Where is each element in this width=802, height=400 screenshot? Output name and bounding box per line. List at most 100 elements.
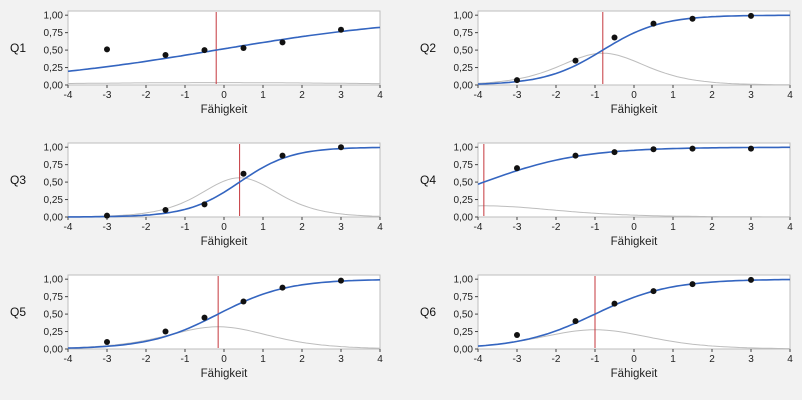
x-tick-label: -3 <box>513 354 522 365</box>
plot-frame <box>477 10 791 86</box>
data-point <box>572 57 579 64</box>
x-tick-label: 4 <box>377 222 383 233</box>
x-tick-label: -4 <box>474 222 483 233</box>
panel-q6: Q6 -4 -3 -2 -1 0 1 2 3 4 0,00 0,25 0,50 0,75 1,00 Fähi… <box>416 270 796 388</box>
x-tick-label: -3 <box>103 90 112 101</box>
x-tick-label: -1 <box>181 222 190 233</box>
x-tick-label: 2 <box>709 90 715 101</box>
data-point <box>104 339 110 345</box>
x-tick-label: 4 <box>377 90 383 101</box>
panel-q4: Q4 -4 -3 -2 -1 0 1 2 3 4 0,00 0,25 0,50 0,75 1,00 Fähi… <box>416 138 796 256</box>
icc-curve <box>477 278 790 347</box>
icc-curve <box>67 279 381 349</box>
item-information-curve <box>477 205 790 218</box>
x-tick-label: 2 <box>709 222 715 233</box>
panel-label-q5: Q5 <box>10 305 27 319</box>
x-tick-label: 3 <box>338 222 344 233</box>
chart-q6: -4 -3 -2 -1 0 1 2 3 4 0,00 0,25 0,50 0,75 1,00 Fähigke… <box>454 274 793 380</box>
chart-q1: -4 -3 -2 -1 0 1 2 3 4 0,00 0,25 0,50 0,75 1,00 Fähigke… <box>44 10 383 116</box>
x-tick-label: -2 <box>142 90 151 101</box>
data-point <box>104 212 110 219</box>
x-tick-label: -3 <box>103 354 112 365</box>
x-axis-title: Fähigkeit <box>201 236 248 248</box>
data-point <box>650 20 657 27</box>
y-tick-label: 1,00 <box>44 275 64 286</box>
data-point <box>650 288 657 295</box>
y-tick-label: 0,00 <box>44 81 64 92</box>
data-point <box>572 318 579 325</box>
x-tick-label: 3 <box>748 222 754 233</box>
y-tick-label: 0,50 <box>44 310 64 321</box>
x-tick-label: 1 <box>670 90 676 101</box>
x-tick-label: 2 <box>299 222 305 233</box>
chart-q4: -4 -3 -2 -1 0 1 2 3 4 0,00 0,25 0,50 0,75 1,00 Fähigke… <box>454 142 793 248</box>
data-point <box>240 170 247 177</box>
chart-q3: -4 -3 -2 -1 0 1 2 3 4 0,00 0,25 0,50 0,75 1,00 Fähigke… <box>44 142 383 248</box>
data-point <box>748 145 754 152</box>
plot-frame <box>477 142 791 218</box>
y-tick-label: 0,25 <box>44 63 64 74</box>
data-point <box>514 165 520 172</box>
item-information-curve <box>477 52 790 86</box>
data-point <box>162 52 169 58</box>
data-point <box>650 146 657 153</box>
data-point <box>689 281 696 288</box>
x-tick-label: 4 <box>787 354 793 365</box>
x-tick-label: 3 <box>748 354 754 365</box>
y-tick-label: 0,75 <box>44 292 64 303</box>
y-tick-label: 0,25 <box>454 327 474 338</box>
y-tick-label: 0,75 <box>454 160 474 171</box>
data-point <box>201 47 208 54</box>
x-tick-label: 1 <box>260 222 266 233</box>
data-point <box>748 276 754 283</box>
x-tick-label: 1 <box>260 90 266 101</box>
x-tick-label: 3 <box>748 90 754 101</box>
x-tick-label: -2 <box>552 222 561 233</box>
x-axis-title: Fähigkeit <box>611 368 658 380</box>
x-axis-title: Fähigkeit <box>611 236 658 248</box>
data-point <box>240 298 247 305</box>
x-tick-label: -2 <box>552 354 561 365</box>
y-tick-label: 0,50 <box>454 178 474 189</box>
data-point <box>162 207 169 213</box>
x-tick-label: 0 <box>631 354 637 365</box>
panel-q2: Q2 -4 -3 -2 -1 0 1 2 3 4 0,00 0,25 0,50 0,75 1,00 Fähi… <box>416 6 796 124</box>
panel-q5: Q5 -4 -3 -2 -1 0 1 2 3 4 0,00 0,25 0,50 0,75 1,00 Fähi… <box>6 270 386 388</box>
y-tick-label: 0,00 <box>454 213 474 224</box>
data-point <box>611 34 618 41</box>
x-tick-label: -3 <box>103 222 112 233</box>
x-tick-label: 3 <box>338 90 344 101</box>
x-tick-label: 2 <box>299 90 305 101</box>
icc-curve <box>477 14 790 85</box>
x-tick-label: -4 <box>64 90 73 101</box>
data-point <box>240 45 247 51</box>
y-tick-label: 1,00 <box>454 275 474 286</box>
x-tick-label: 2 <box>709 354 715 365</box>
chart-q5: -4 -3 -2 -1 0 1 2 3 4 0,00 0,25 0,50 0,75 1,00 Fähigke… <box>44 274 383 380</box>
x-tick-label: 1 <box>670 222 676 233</box>
data-point <box>611 149 618 156</box>
y-tick-label: 0,75 <box>454 28 474 39</box>
data-point <box>748 12 754 19</box>
item-information-curve <box>68 177 381 218</box>
y-tick-label: 0,25 <box>44 195 64 206</box>
data-point <box>279 284 286 291</box>
y-tick-label: 0,00 <box>454 81 474 92</box>
x-tick-label: 4 <box>787 222 793 233</box>
x-tick-label: -2 <box>142 354 151 365</box>
x-tick-label: -1 <box>591 90 600 101</box>
y-tick-label: 0,25 <box>454 195 474 206</box>
x-tick-label: -4 <box>64 222 73 233</box>
y-tick-label: 1,00 <box>454 143 474 154</box>
y-tick-label: 0,00 <box>44 213 64 224</box>
x-tick-label: -1 <box>181 90 190 101</box>
x-tick-label: -1 <box>591 222 600 233</box>
x-tick-label: 0 <box>221 90 227 101</box>
data-point <box>689 15 696 22</box>
data-point <box>201 201 208 208</box>
x-tick-label: 1 <box>670 354 676 365</box>
data-point <box>338 144 344 151</box>
data-point <box>104 46 110 53</box>
y-tick-label: 0,50 <box>44 46 64 57</box>
